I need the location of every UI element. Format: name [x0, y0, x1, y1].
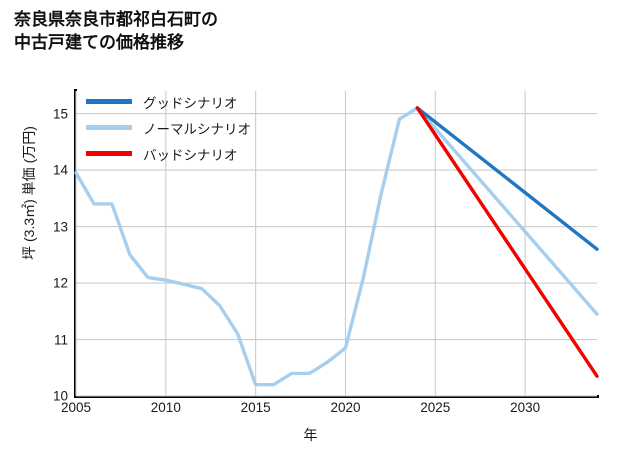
- legend-item-label: バッドシナリオ: [143, 147, 238, 163]
- y-tick-label: 15: [52, 106, 68, 122]
- y-tick-label: 12: [52, 275, 68, 291]
- page-title: 奈良県奈良市都祁白石町の 中古戸建ての価格推移: [14, 10, 218, 53]
- y-tick-label: 14: [52, 162, 68, 178]
- y-tick-label: 13: [52, 219, 68, 235]
- x-tick-label: 2005: [60, 400, 92, 415]
- legend-color-swatch: [86, 151, 132, 156]
- x-tick-label: 2025: [420, 400, 451, 415]
- y-tick-labels: 15 14 13 12 11 10: [0, 0, 68, 465]
- x-tick-label: 2015: [240, 400, 271, 415]
- legend-color-swatch: [86, 125, 132, 130]
- x-tick-label: 2020: [330, 400, 361, 415]
- chart-legend: グッドシナリオ ノーマルシナリオ バッドシナリオ: [86, 93, 251, 163]
- y-tick-label: 10: [52, 388, 68, 404]
- legend-item-label: グッドシナリオ: [143, 95, 238, 111]
- legend-item-label: ノーマルシナリオ: [143, 121, 251, 137]
- series-line: [415, 106, 599, 251]
- legend-item[interactable]: バッドシナリオ: [86, 145, 251, 163]
- series-line: [74, 106, 599, 387]
- y-axis-label: 坪 (3.3㎡) 単価 (万円): [21, 126, 37, 260]
- x-tick-label: 2030: [510, 400, 541, 415]
- y-tick-label: 11: [53, 332, 68, 348]
- series-line: [415, 106, 599, 378]
- legend-color-swatch: [86, 99, 132, 104]
- y-axis-spine: [74, 89, 77, 398]
- x-tick-label: 2010: [150, 400, 181, 415]
- legend-item[interactable]: ノーマルシナリオ: [86, 119, 251, 137]
- legend-item[interactable]: グッドシナリオ: [86, 93, 251, 111]
- series-lines: [74, 106, 599, 387]
- plot-area: [74, 91, 599, 397]
- x-axis-label: 年: [303, 427, 318, 443]
